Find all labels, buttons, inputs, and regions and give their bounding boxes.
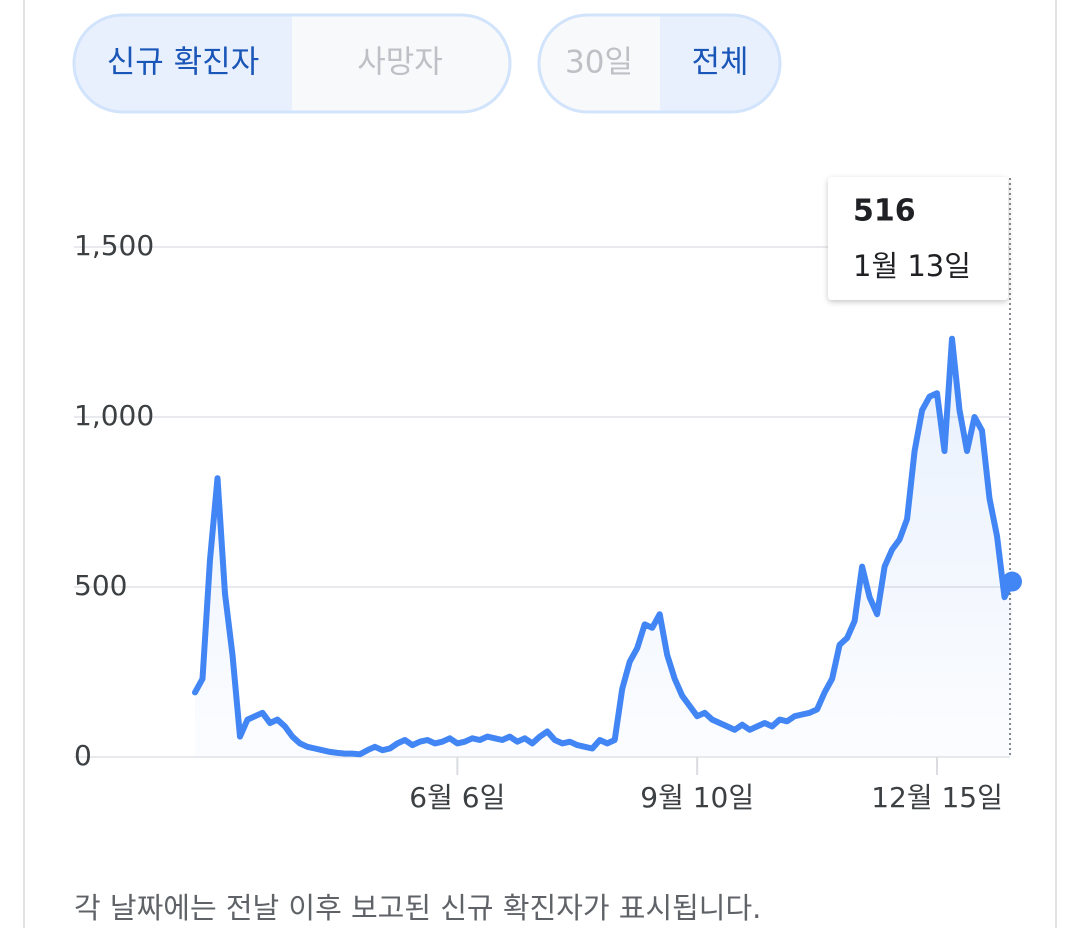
y-tick-label: 1,000: [74, 399, 154, 432]
footnote: 각 날짜에는 전날 이후 보고된 신규 확진자가 표시됩니다.: [74, 891, 761, 925]
tooltip-box: [828, 177, 1008, 300]
button[interactable]: 신규 확진자: [107, 45, 259, 81]
tooltip-date: 1월 13일: [853, 249, 971, 283]
button[interactable]: 30일: [565, 45, 633, 81]
hover-dot: [1002, 571, 1022, 592]
x-tick-label: 12월 15일: [871, 781, 1003, 814]
button-outline: [537, 13, 782, 114]
tooltip: 516 1월 13일: [828, 177, 1008, 300]
metric-toggle: 신규 확진자 사망자: [72, 13, 512, 114]
y-tick-label: 0: [74, 739, 92, 772]
button[interactable]: 전체: [691, 45, 748, 81]
tooltip-value: 516: [853, 194, 916, 229]
range-toggle: 30일 전체: [537, 13, 782, 114]
button-bg: [74, 15, 292, 112]
line: [192, 335, 1015, 758]
button[interactable]: 사망자: [357, 45, 443, 81]
button-outline: [72, 13, 512, 114]
y-tick-label: 500: [74, 569, 127, 602]
button-bg: [660, 15, 780, 112]
card: [23, 0, 1057, 928]
button-bg: [538, 15, 660, 112]
x-tick-label: 9월 10일: [640, 781, 754, 814]
x-tick-label: 6월 6일: [409, 781, 505, 814]
area: [195, 338, 1012, 757]
y-tick-label: 1,500: [74, 229, 154, 262]
button-bg: [292, 15, 510, 112]
